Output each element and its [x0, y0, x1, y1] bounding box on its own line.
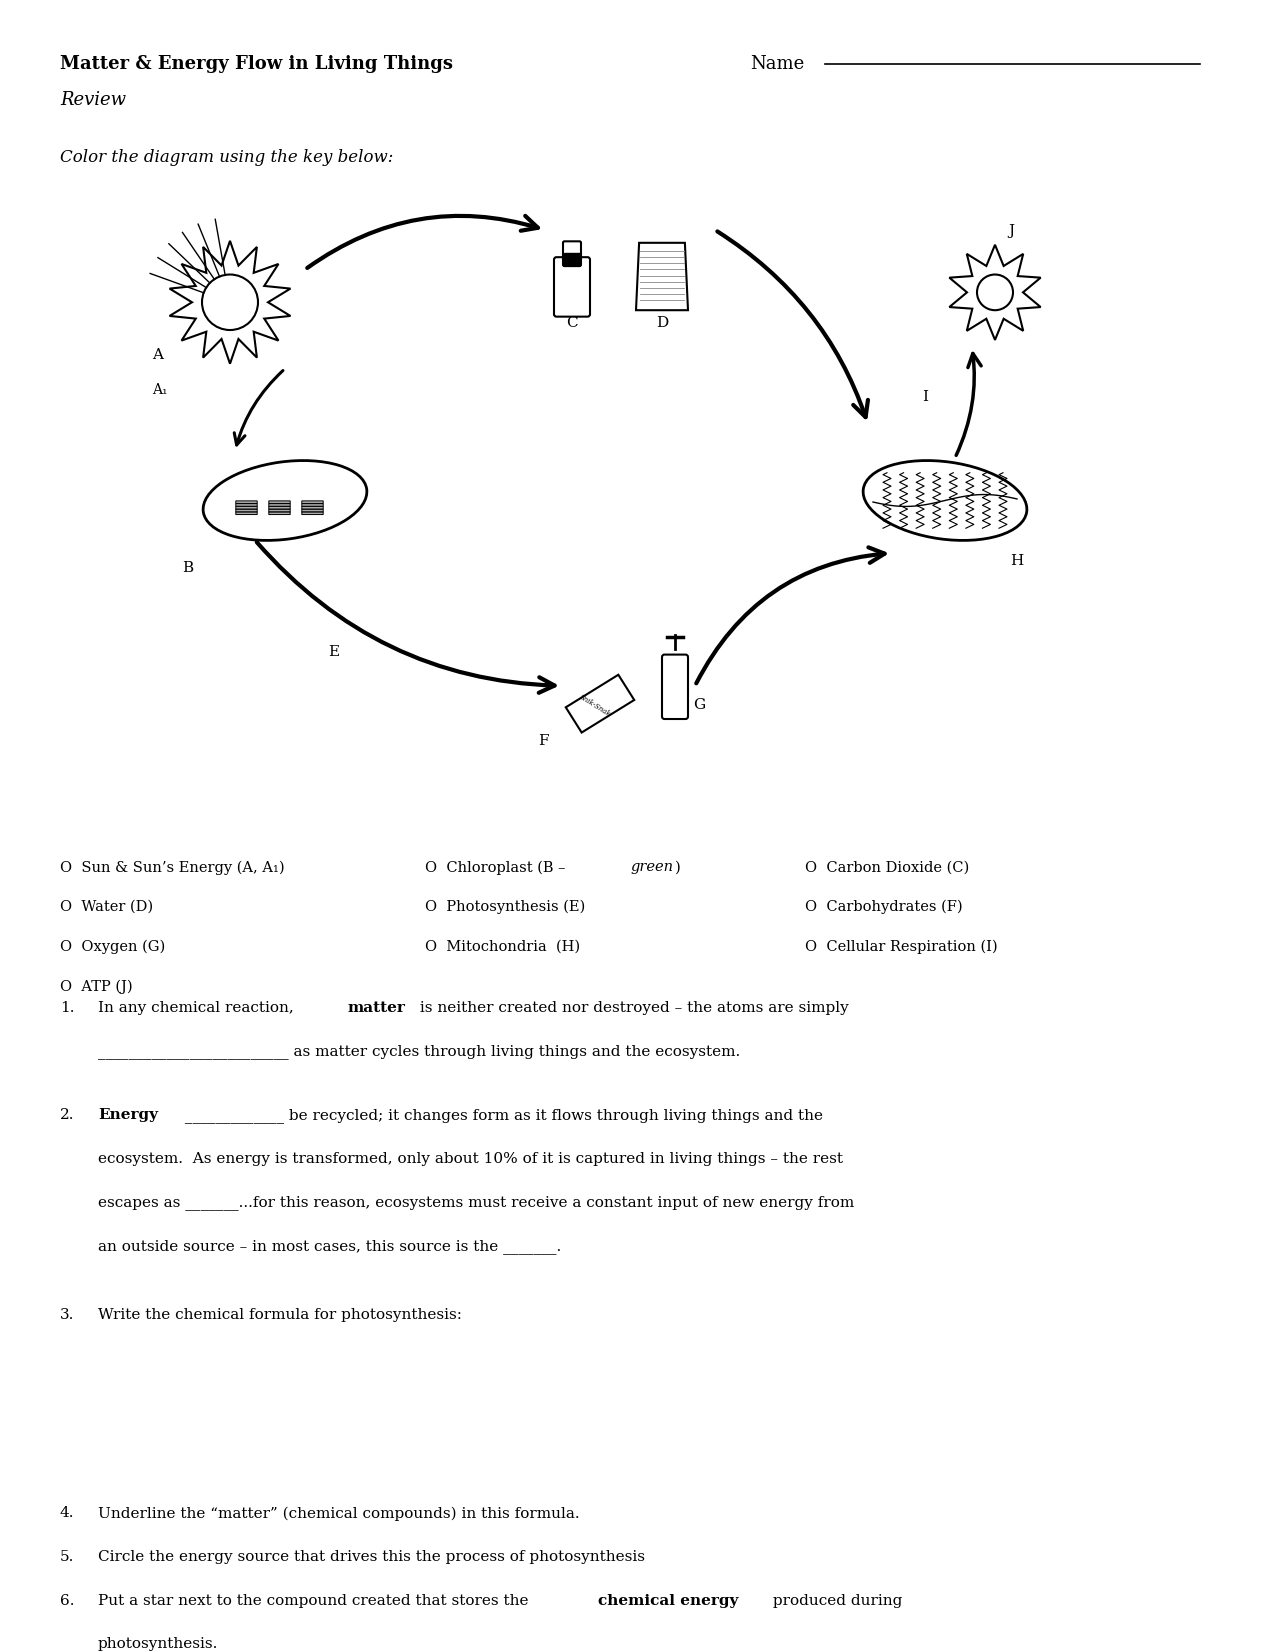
Text: C: C — [566, 315, 578, 330]
Text: 6.: 6. — [60, 1593, 74, 1608]
Text: produced during: produced during — [768, 1593, 903, 1608]
Text: photosynthesis.: photosynthesis. — [98, 1638, 218, 1651]
FancyBboxPatch shape — [236, 504, 258, 507]
Text: an outside source – in most cases, this source is the _______.: an outside source – in most cases, this … — [98, 1238, 571, 1253]
Text: O  Oxygen (G): O Oxygen (G) — [60, 939, 166, 954]
Text: Snik-Snak: Snik-Snak — [578, 693, 612, 718]
Text: matter: matter — [348, 1001, 405, 1015]
Text: 3.: 3. — [60, 1308, 74, 1322]
Text: O  ATP (J): O ATP (J) — [60, 979, 133, 994]
Text: In any chemical reaction,: In any chemical reaction, — [98, 1001, 298, 1015]
FancyBboxPatch shape — [236, 512, 258, 515]
FancyBboxPatch shape — [236, 500, 258, 504]
Text: Write the chemical formula for photosynthesis:: Write the chemical formula for photosynt… — [98, 1308, 462, 1322]
Text: H: H — [1010, 553, 1024, 568]
Text: Review: Review — [60, 91, 126, 109]
FancyBboxPatch shape — [269, 509, 291, 512]
FancyBboxPatch shape — [302, 512, 323, 515]
FancyBboxPatch shape — [236, 509, 258, 512]
Text: O  Sun & Sun’s Energy (A, A₁): O Sun & Sun’s Energy (A, A₁) — [60, 860, 284, 875]
Text: _________________________ as matter cycles through living things and the ecosyst: _________________________ as matter cycl… — [98, 1045, 741, 1060]
Text: ecosystem.  As energy is transformed, only about 10% of it is captured in living: ecosystem. As energy is transformed, onl… — [98, 1152, 843, 1166]
Text: O  Chloroplast (B –: O Chloroplast (B – — [425, 860, 570, 875]
Text: I: I — [922, 390, 928, 404]
Text: A: A — [152, 348, 163, 362]
Text: O  Mitochondria  (H): O Mitochondria (H) — [425, 939, 580, 954]
Text: O  Photosynthesis (E): O Photosynthesis (E) — [425, 900, 585, 915]
Text: chemical energy: chemical energy — [598, 1593, 738, 1608]
FancyBboxPatch shape — [302, 500, 323, 504]
Text: Matter & Energy Flow in Living Things: Matter & Energy Flow in Living Things — [60, 54, 453, 73]
Text: Put a star next to the compound created that stores the: Put a star next to the compound created … — [98, 1593, 533, 1608]
Text: E: E — [328, 646, 339, 659]
Text: F: F — [538, 735, 548, 748]
Text: O  Cellular Respiration (I): O Cellular Respiration (I) — [805, 939, 997, 954]
FancyBboxPatch shape — [302, 507, 323, 509]
Text: is neither created nor destroyed – the atoms are simply: is neither created nor destroyed – the a… — [414, 1001, 849, 1015]
Ellipse shape — [863, 461, 1026, 540]
Text: 4.: 4. — [60, 1506, 74, 1521]
Text: Circle the energy source that drives this the process of photosynthesis: Circle the energy source that drives thi… — [98, 1550, 645, 1563]
Text: O  Carbon Dioxide (C): O Carbon Dioxide (C) — [805, 860, 969, 875]
Text: O  Carbohydrates (F): O Carbohydrates (F) — [805, 900, 963, 915]
Text: Energy: Energy — [98, 1108, 158, 1123]
Text: A₁: A₁ — [152, 383, 167, 398]
Text: 1.: 1. — [60, 1001, 74, 1015]
Text: Name: Name — [750, 54, 805, 73]
Text: escapes as _______...for this reason, ecosystems must receive a constant input o: escapes as _______...for this reason, ec… — [98, 1195, 854, 1210]
Text: 2.: 2. — [60, 1108, 74, 1123]
FancyBboxPatch shape — [302, 509, 323, 512]
FancyBboxPatch shape — [236, 507, 258, 509]
Text: Underline the “matter” (chemical compounds) in this formula.: Underline the “matter” (chemical compoun… — [98, 1506, 580, 1521]
Text: 5.: 5. — [60, 1550, 74, 1563]
Text: Color the diagram using the key below:: Color the diagram using the key below: — [60, 149, 394, 165]
Text: _____________ be recycled; it changes form as it flows through living things and: _____________ be recycled; it changes fo… — [180, 1108, 822, 1123]
Ellipse shape — [203, 461, 367, 540]
FancyBboxPatch shape — [269, 504, 291, 507]
Text: J: J — [1009, 225, 1014, 238]
FancyBboxPatch shape — [564, 241, 581, 266]
Polygon shape — [564, 253, 580, 264]
FancyBboxPatch shape — [302, 504, 323, 507]
FancyBboxPatch shape — [269, 507, 291, 509]
Text: B: B — [182, 561, 193, 575]
FancyBboxPatch shape — [269, 512, 291, 515]
Text: ): ) — [674, 860, 681, 875]
FancyBboxPatch shape — [555, 258, 590, 317]
Text: O  Water (D): O Water (D) — [60, 900, 153, 915]
Text: D: D — [655, 315, 668, 330]
FancyBboxPatch shape — [662, 654, 688, 718]
Text: green: green — [630, 860, 673, 875]
FancyBboxPatch shape — [269, 500, 291, 504]
Text: G: G — [694, 698, 705, 712]
